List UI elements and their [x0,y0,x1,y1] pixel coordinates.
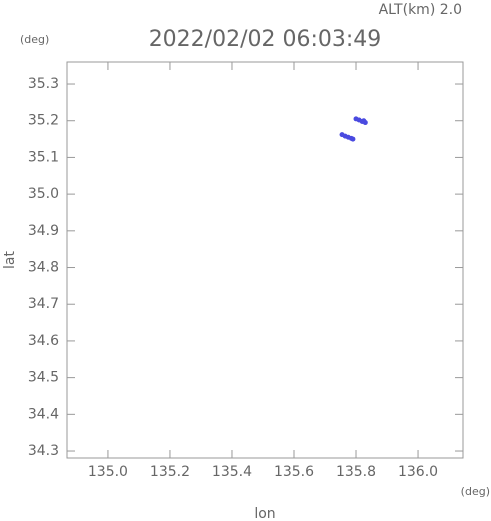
y-tick-label: 34.3 [28,443,59,459]
y-tick-label: 34.5 [28,370,59,386]
point [350,136,356,142]
y-axis-label: lat [2,251,18,269]
x-tick-label: 135.4 [212,464,252,480]
y-tick-label: 34.6 [28,333,59,349]
x-unit: (deg) [461,485,490,498]
chart-title: 2022/02/02 06:03:49 [149,27,382,52]
x-tick-label: 135.2 [150,464,190,480]
x-tick-label: 135.8 [336,464,376,480]
y-tick-label: 35.1 [28,149,59,165]
y-tick-label: 35.0 [28,186,59,202]
altitude-label: ALT(km) 2.0 [379,2,462,18]
point [361,118,367,124]
x-tick-label: 135.0 [88,464,128,480]
y-tick-label: 34.9 [28,223,59,239]
x-axis-label: lon [254,506,275,521]
plot-frame [66,61,464,459]
y-tick-label: 34.7 [28,296,59,312]
y-tick-label: 34.4 [28,406,59,422]
x-tick-label: 136.0 [398,464,438,480]
x-tick-label: 135.6 [274,464,314,480]
y-tick-label: 34.8 [28,260,59,276]
y-unit: (deg) [20,33,49,46]
y-tick-label: 35.2 [28,113,59,129]
y-tick-label: 35.3 [28,76,59,92]
